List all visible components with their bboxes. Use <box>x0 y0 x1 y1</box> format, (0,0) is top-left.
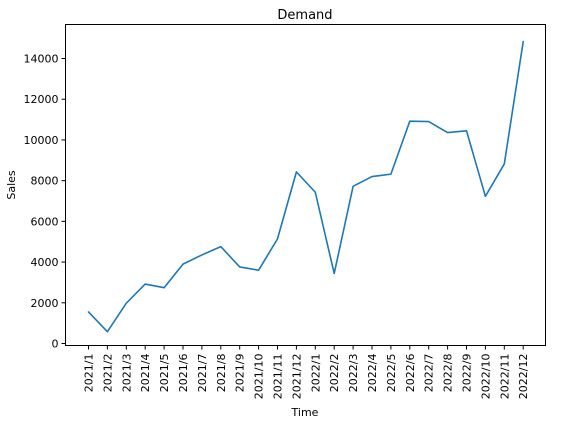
x-tick-label: 2021/9 <box>234 354 247 393</box>
series-points <box>88 41 525 333</box>
y-tick-label: 10000 <box>24 134 59 147</box>
y-tick-label: 0 <box>52 338 59 351</box>
x-tick-label: 2022/3 <box>347 354 360 393</box>
chart-title: Demand <box>277 8 332 23</box>
y-tick-label: 12000 <box>24 93 59 106</box>
series-line <box>87 40 524 333</box>
x-tick-label: 2021/5 <box>158 354 171 393</box>
x-axis-label: Time <box>291 406 319 419</box>
x-tick-label: 2022/6 <box>404 354 417 393</box>
x-tick-label: 2021/3 <box>120 354 133 393</box>
x-tick-label: 2021/1 <box>83 354 96 393</box>
y-tick-label: 4000 <box>31 256 59 269</box>
plot-area-frame <box>65 24 546 346</box>
x-tick-label: 2022/11 <box>498 354 511 400</box>
x-tick-label: 2022/5 <box>385 354 398 393</box>
x-tick-label: 2021/7 <box>196 354 209 393</box>
y-tick-label: 2000 <box>31 297 59 310</box>
x-tick-label: 2022/4 <box>366 354 379 393</box>
x-tick-label: 2022/2 <box>328 354 341 393</box>
x-tick-label: 2021/11 <box>272 354 285 400</box>
x-axis-ticks: 2021/1 2021/2 2021/3 2021/4 2021/5 2021/6 2021… <box>83 345 530 400</box>
x-tick-label: 2021/12 <box>290 354 303 400</box>
x-tick-label: 2022/12 <box>517 354 530 400</box>
x-tick-label: 2022/8 <box>442 354 455 393</box>
y-tick-label: 6000 <box>31 215 59 228</box>
x-tick-label: 2021/2 <box>101 354 114 393</box>
x-tick-label: 2021/6 <box>177 354 190 393</box>
x-tick-label: 2021/4 <box>139 354 152 393</box>
x-tick-label: 2022/1 <box>309 354 322 393</box>
x-tick-label: 2022/10 <box>479 354 492 400</box>
y-axis-ticks: 0 2000 4000 6000 8000 10000 12000 14000 <box>24 53 66 351</box>
y-tick-label: 14000 <box>24 53 59 66</box>
x-tick-label: 2022/9 <box>461 354 474 393</box>
y-axis-label: Sales <box>5 170 18 200</box>
x-tick-label: 2022/7 <box>423 354 436 393</box>
x-tick-label: 2021/10 <box>253 354 266 400</box>
y-tick-label: 8000 <box>31 175 59 188</box>
x-tick-label: 2021/8 <box>215 354 228 393</box>
